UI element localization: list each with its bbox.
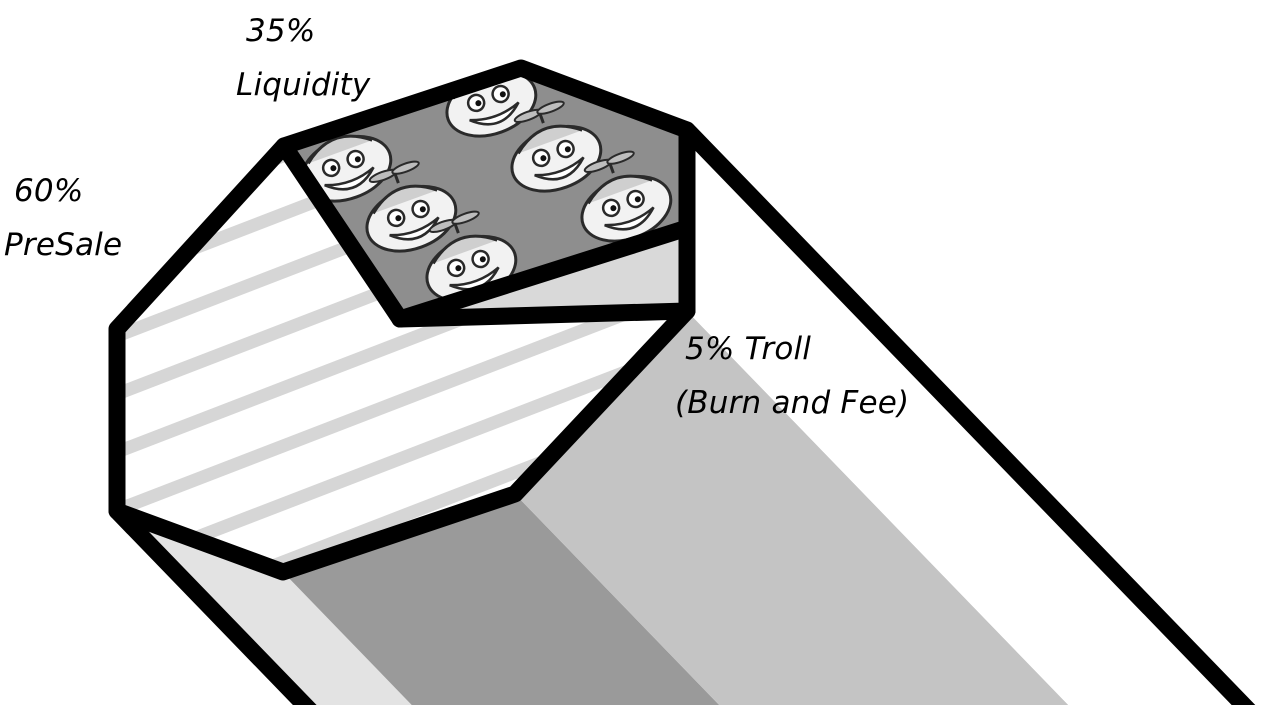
- troll-name: Troll: [744, 331, 812, 367]
- divider-presale-liquidity: [275, 137, 409, 328]
- prism-outline: [108, 59, 1256, 705]
- top-face-outline: [108, 59, 696, 581]
- slice-label-troll: 5% Troll (Burn and Fee): [675, 322, 909, 430]
- prism-edge-left: [108, 502, 317, 705]
- troll-percent: 5%: [685, 331, 735, 367]
- liquidity-name: Liquidity: [236, 67, 371, 103]
- side-face-left: [117, 511, 412, 705]
- presale-percent: 60%: [14, 173, 84, 209]
- side-face-right: [515, 311, 1069, 705]
- presale-name: PreSale: [4, 227, 123, 263]
- slice-label-liquidity: 35% Liquidity: [236, 4, 370, 112]
- slice-label-presale: 60% PreSale: [4, 164, 122, 272]
- divider-liquidity-troll: [391, 219, 696, 328]
- face-tile-4: [580, 150, 673, 243]
- side-face-front: [283, 494, 720, 705]
- troll-sublabel: (Burn and Fee): [675, 385, 910, 421]
- liquidity-percent: 35%: [246, 13, 316, 49]
- slice-presale: [117, 146, 687, 572]
- face-tile-3: [365, 160, 458, 253]
- face-tile-2: [510, 100, 603, 193]
- troll-percent-line: 5% Troll: [675, 322, 909, 376]
- prism-edge-back: [678, 121, 1256, 705]
- divider-presale-troll: [391, 302, 696, 328]
